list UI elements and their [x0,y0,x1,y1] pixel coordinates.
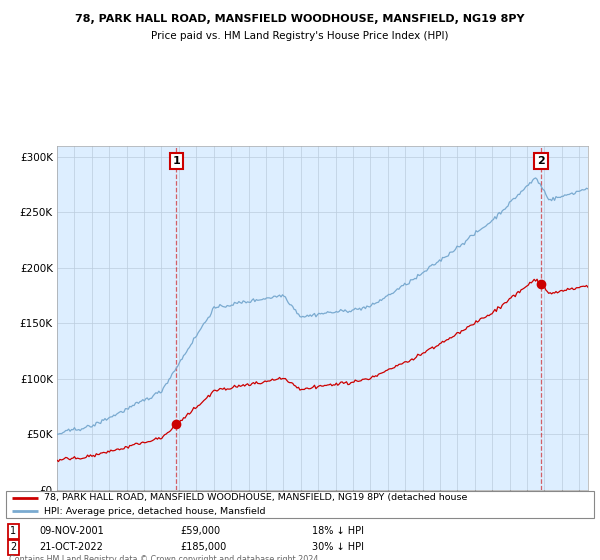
Text: 78, PARK HALL ROAD, MANSFIELD WOODHOUSE, MANSFIELD, NG19 8PY: 78, PARK HALL ROAD, MANSFIELD WOODHOUSE,… [75,14,525,24]
Text: Contains HM Land Registry data © Crown copyright and database right 2024.: Contains HM Land Registry data © Crown c… [9,555,321,560]
Text: £185,000: £185,000 [180,542,226,552]
Text: HPI: Average price, detached house, Mansfield: HPI: Average price, detached house, Mans… [44,507,266,516]
Text: 1: 1 [10,526,16,536]
FancyBboxPatch shape [6,491,594,518]
Text: 78, PARK HALL ROAD, MANSFIELD WOODHOUSE, MANSFIELD, NG19 8PY (detached house: 78, PARK HALL ROAD, MANSFIELD WOODHOUSE,… [44,493,467,502]
Text: Price paid vs. HM Land Registry's House Price Index (HPI): Price paid vs. HM Land Registry's House … [151,31,449,41]
Text: 2: 2 [10,542,16,552]
Text: 2: 2 [537,156,545,166]
Text: £59,000: £59,000 [180,526,220,536]
Text: 1: 1 [173,156,181,166]
Text: 30% ↓ HPI: 30% ↓ HPI [312,542,364,552]
Text: 21-OCT-2022: 21-OCT-2022 [39,542,103,552]
Text: 18% ↓ HPI: 18% ↓ HPI [312,526,364,536]
Text: 09-NOV-2001: 09-NOV-2001 [39,526,104,536]
